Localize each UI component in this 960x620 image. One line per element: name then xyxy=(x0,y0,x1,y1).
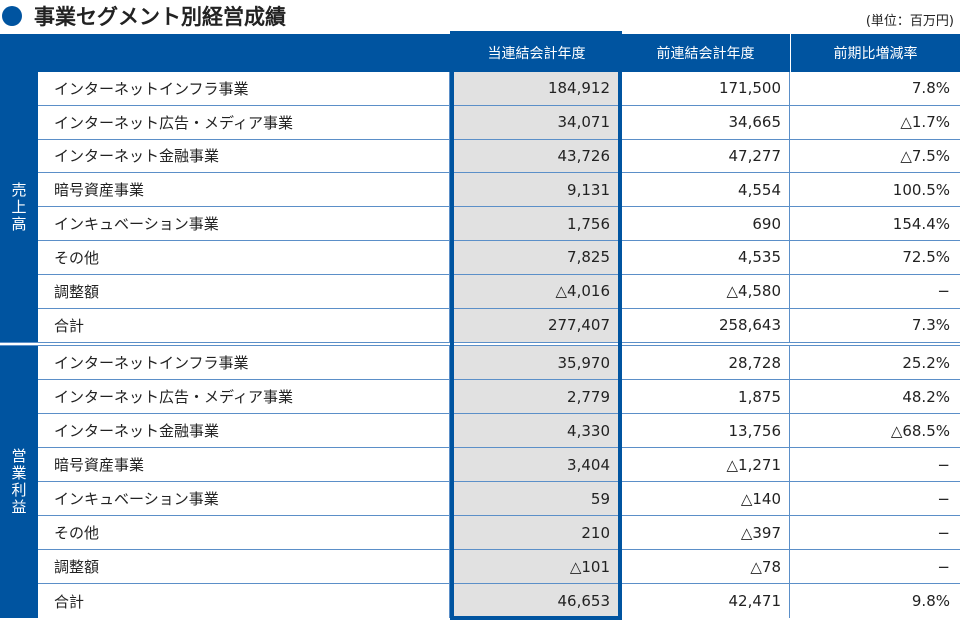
previous-value: △78 xyxy=(620,550,790,583)
row-label: インターネット金融事業 xyxy=(38,414,450,447)
table-row: 暗号資産事業 3,404 △1,271 − xyxy=(38,448,960,482)
row-label: 調整額 xyxy=(38,274,450,308)
row-label: インターネット金融事業 xyxy=(38,139,450,173)
current-value: 59 xyxy=(450,482,620,515)
row-label: インキュベーション事業 xyxy=(38,482,450,515)
table-row: インターネットインフラ事業 184,912 171,500 7.8% xyxy=(38,72,960,106)
row-label: その他 xyxy=(38,516,450,549)
ratio-value: 25.2% xyxy=(902,353,950,372)
table-row: 暗号資産事業 9,131 4,554 100.5% xyxy=(38,173,960,208)
row-label: その他 xyxy=(38,241,450,274)
table-row: 調整額 △4,016 △4,580 − xyxy=(38,274,960,309)
table-row: インターネット広告・メディア事業 34,071 34,665 △1.7% xyxy=(38,105,960,140)
row-label: 合計 xyxy=(38,584,450,618)
row-label: 暗号資産事業 xyxy=(38,448,450,481)
current-value: 7,825 xyxy=(450,241,620,274)
table-row: インターネット金融事業 43,726 47,277 △7.5% xyxy=(38,139,960,174)
previous-value: △397 xyxy=(620,516,790,549)
section-label: 売上高 xyxy=(0,72,38,342)
table-row: 調整額 △101 △78 − xyxy=(38,550,960,584)
section-divider xyxy=(0,342,960,346)
row-label: 暗号資産事業 xyxy=(38,173,450,207)
current-value: △4,016 xyxy=(450,274,620,308)
current-value: 9,131 xyxy=(450,173,620,207)
current-value: 46,653 xyxy=(450,584,620,618)
ratio-value: 72.5% xyxy=(902,248,950,267)
current-value: 277,407 xyxy=(450,308,620,343)
row-label: インターネットインフラ事業 xyxy=(38,72,450,105)
previous-value: 1,875 xyxy=(620,380,790,413)
previous-value: 171,500 xyxy=(620,72,790,105)
table-row: インターネットインフラ事業 35,970 28,728 25.2% xyxy=(38,346,960,380)
table-row: その他 210 △397 − xyxy=(38,516,960,550)
ratio-value: 48.2% xyxy=(902,387,950,406)
previous-value: △140 xyxy=(620,482,790,515)
table-row: インキュベーション事業 59 △140 − xyxy=(38,482,960,516)
previous-value: 258,643 xyxy=(620,308,790,343)
ratio-value: − xyxy=(937,557,950,576)
current-value: 3,404 xyxy=(450,448,620,481)
current-value: 184,912 xyxy=(450,72,620,105)
row-label: インターネット広告・メディア事業 xyxy=(38,105,450,139)
ratio-value: 7.8% xyxy=(911,79,950,98)
ratio-value: − xyxy=(937,489,950,508)
previous-value: △4,580 xyxy=(620,274,790,308)
current-value: 210 xyxy=(450,516,620,549)
section-operating-profit: 営業利益 インターネットインフラ事業 35,970 28,728 25.2% インターネ… xyxy=(0,346,960,618)
current-value: 34,071 xyxy=(450,105,620,139)
previous-value: 4,535 xyxy=(620,241,790,274)
ratio-value: 9.8% xyxy=(911,592,950,610)
ratio-value: − xyxy=(937,282,950,301)
table-row: インキュベーション事業 1,756 690 154.4% xyxy=(38,207,960,241)
bullet-icon xyxy=(2,6,22,26)
previous-value: 4,554 xyxy=(620,173,790,207)
unit-label: (単位：百万円) xyxy=(865,14,954,29)
table-row: その他 7,825 4,535 72.5% xyxy=(38,241,960,275)
table-row: 合計 277,407 258,643 7.3% xyxy=(38,308,960,343)
row-label: インターネット広告・メディア事業 xyxy=(38,380,450,413)
previous-value: 34,665 xyxy=(620,105,790,139)
ratio-value: △1.7% xyxy=(900,113,950,132)
ratio-value: − xyxy=(937,523,950,542)
header-current: 当連結会計年度 xyxy=(452,34,620,72)
current-value: 2,779 xyxy=(450,380,620,413)
row-label: インターネットインフラ事業 xyxy=(38,346,450,379)
previous-value: 28,728 xyxy=(620,346,790,379)
title-text: 事業セグメント別経営成績 xyxy=(34,5,286,29)
table-header: 当連結会計年度 前連結会計年度 前期比増減率 xyxy=(0,34,960,72)
ratio-value: − xyxy=(937,455,950,474)
section-label: 営業利益 xyxy=(0,346,38,618)
previous-value: 47,277 xyxy=(620,139,790,173)
current-value: 4,330 xyxy=(450,414,620,447)
row-label: 調整額 xyxy=(38,550,450,583)
ratio-value: △68.5% xyxy=(890,421,950,440)
previous-value: 13,756 xyxy=(620,414,790,447)
row-label: インキュベーション事業 xyxy=(38,207,450,240)
ratio-value: 100.5% xyxy=(892,180,950,199)
previous-value: 42,471 xyxy=(620,584,790,618)
table-row: 合計 46,653 42,471 9.8% xyxy=(38,584,960,618)
section-sales: 売上高 インターネットインフラ事業 184,912 171,500 7.8% インターネ… xyxy=(0,72,960,343)
row-label: 合計 xyxy=(38,308,450,343)
ratio-value: 7.3% xyxy=(911,316,950,335)
table-row: インターネット金融事業 4,330 13,756 △68.5% xyxy=(38,414,960,448)
header-blank xyxy=(0,34,452,72)
table-row: インターネット広告・メディア事業 2,779 1,875 48.2% xyxy=(38,380,960,414)
ratio-value: 154.4% xyxy=(892,214,950,233)
header-previous: 前連結会計年度 xyxy=(620,34,790,72)
current-value: 35,970 xyxy=(450,346,620,379)
current-value: 1,756 xyxy=(450,207,620,240)
previous-value: 690 xyxy=(620,207,790,240)
page-title: 事業セグメント別経営成績 xyxy=(2,2,286,30)
current-value: 43,726 xyxy=(450,139,620,173)
current-value: △101 xyxy=(450,550,620,583)
previous-value: △1,271 xyxy=(620,448,790,481)
header-ratio: 前期比増減率 xyxy=(790,34,960,72)
ratio-value: △7.5% xyxy=(900,146,950,165)
